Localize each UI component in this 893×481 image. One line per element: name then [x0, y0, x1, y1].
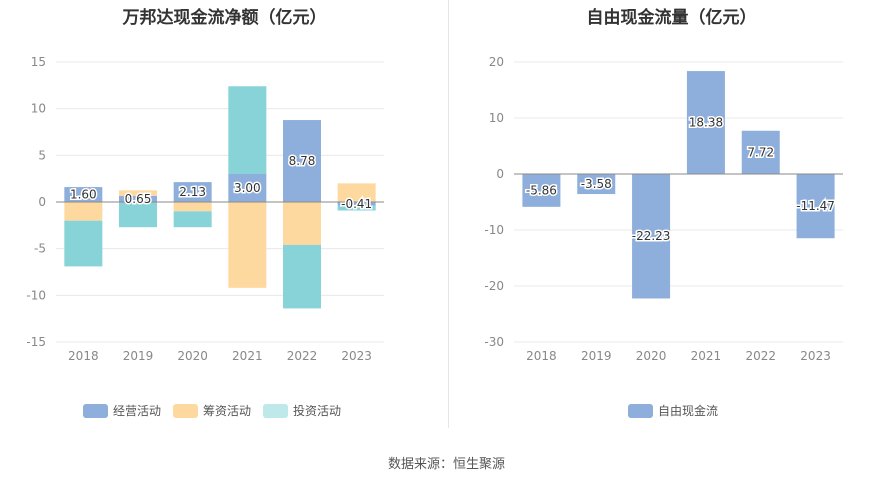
bar [283, 244, 321, 309]
bar [522, 174, 561, 207]
x-tick-label: 2022 [287, 349, 318, 363]
data-label: -0.41 [341, 197, 372, 211]
bar [119, 195, 157, 202]
bar [686, 71, 725, 174]
bar [173, 211, 212, 228]
legend-swatch-financing [173, 403, 199, 418]
bar [632, 174, 671, 299]
y-tick-label: 20 [489, 55, 504, 69]
bar [64, 187, 103, 202]
bar [337, 183, 376, 202]
data-label: 8.78 [289, 154, 316, 168]
bar [796, 174, 835, 239]
x-tick-label: 2022 [745, 349, 776, 363]
left-chart: 15 10 5 0 -5 -10 -15 1.60 0.65 2.13 3.00 8.78 -0.41 2… [26, 55, 384, 363]
data-label: 1.60 [70, 188, 97, 202]
right-chart: 20 10 0 -10 -20 -30 -5.86 -3.58 -22.23 18.38 7.72 -… [484, 55, 843, 363]
y-tick-label: -10 [26, 288, 46, 302]
y-tick-label: -10 [484, 223, 504, 237]
bar [228, 202, 267, 288]
bar [337, 205, 376, 211]
x-tick-label: 2020 [177, 349, 208, 363]
right-chart-title: 自由现金流量（亿元） [586, 8, 757, 28]
y-tick-label: -20 [484, 279, 504, 293]
y-tick-label: 0 [38, 195, 46, 209]
legend-swatch-investing [263, 403, 289, 418]
x-tick-label: 2023 [341, 349, 372, 363]
bar [283, 120, 321, 202]
x-tick-label: 2018 [68, 349, 99, 363]
y-tick-label: -30 [484, 335, 504, 349]
panel-divider [448, 0, 449, 428]
bar [228, 174, 267, 202]
x-tick-label: 2021 [232, 349, 263, 363]
legend-swatch-free-cash-flow [628, 403, 653, 418]
right-legend: 自由现金流 [628, 402, 718, 419]
data-label: -3.58 [581, 177, 612, 191]
x-tick-label: 2021 [691, 349, 722, 363]
y-tick-label: 15 [31, 55, 46, 69]
legend-label-financing: 筹资活动 [203, 404, 252, 418]
bar [64, 202, 103, 221]
legend-item-operating[interactable]: 经营活动 [83, 402, 161, 419]
left-chart-title: 万邦达现金流净额（亿元） [122, 8, 327, 28]
bar [64, 220, 103, 267]
y-tick-label: -5 [34, 242, 46, 256]
legend-label-investing: 投资活动 [293, 404, 342, 418]
bar [173, 182, 212, 202]
legend-item-free-cash-flow[interactable]: 自由现金流 [628, 402, 718, 419]
left-legend: 经营活动 筹资活动 投资活动 [83, 402, 341, 419]
legend-item-financing[interactable]: 筹资活动 [173, 402, 251, 419]
x-tick-label: 2018 [526, 349, 557, 363]
legend-label-free-cash-flow: 自由现金流 [658, 404, 719, 418]
bar [577, 174, 616, 195]
bar [228, 86, 267, 174]
data-label: 0.65 [125, 192, 152, 206]
data-label: 7.72 [747, 145, 774, 159]
x-tick-label: 2020 [636, 349, 667, 363]
data-label: 3.00 [234, 181, 261, 195]
data-source: 数据来源：恒生聚源 [387, 457, 505, 472]
bar [741, 130, 780, 174]
y-tick-label: 5 [38, 148, 46, 162]
data-label: -5.86 [526, 183, 557, 197]
legend-swatch-operating [83, 403, 108, 418]
y-tick-label: -15 [26, 335, 46, 349]
bar [173, 202, 212, 212]
x-tick-label: 2019 [123, 349, 154, 363]
bar [119, 190, 157, 196]
legend-label-operating: 经营活动 [113, 404, 162, 418]
bar [283, 202, 321, 245]
x-tick-label: 2023 [800, 349, 831, 363]
y-tick-label: 0 [496, 167, 504, 181]
bar [337, 202, 376, 206]
data-label: 18.38 [689, 116, 723, 130]
data-label: -11.47 [796, 199, 835, 213]
legend-item-investing[interactable]: 投资活动 [263, 402, 341, 419]
y-tick-label: 10 [489, 111, 504, 125]
data-label: -22.23 [632, 229, 671, 243]
data-label: 2.13 [179, 185, 206, 199]
y-tick-label: 10 [31, 102, 46, 116]
bar [119, 202, 157, 228]
x-tick-label: 2019 [581, 349, 612, 363]
